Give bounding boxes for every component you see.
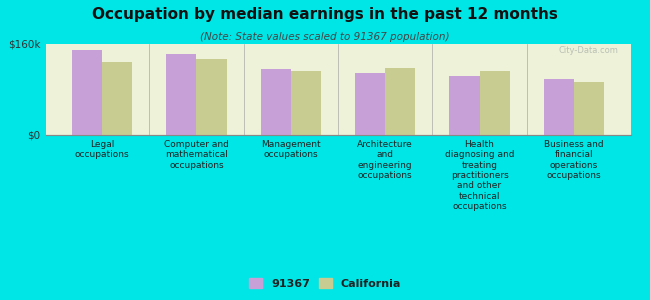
Bar xyxy=(196,59,227,135)
Bar xyxy=(574,82,604,135)
Bar xyxy=(543,79,574,135)
Bar xyxy=(449,76,480,135)
Bar xyxy=(166,54,196,135)
Bar xyxy=(291,71,321,135)
Bar xyxy=(261,69,291,135)
Bar xyxy=(355,73,385,135)
Text: City-Data.com: City-Data.com xyxy=(559,46,619,55)
Bar xyxy=(480,71,510,135)
Text: (Note: State values scaled to 91367 population): (Note: State values scaled to 91367 popu… xyxy=(200,32,450,41)
Bar xyxy=(385,68,415,135)
Bar xyxy=(102,62,133,135)
Legend: 91367, California: 91367, California xyxy=(246,276,404,291)
Text: Occupation by median earnings in the past 12 months: Occupation by median earnings in the pas… xyxy=(92,8,558,22)
Bar xyxy=(72,50,102,135)
